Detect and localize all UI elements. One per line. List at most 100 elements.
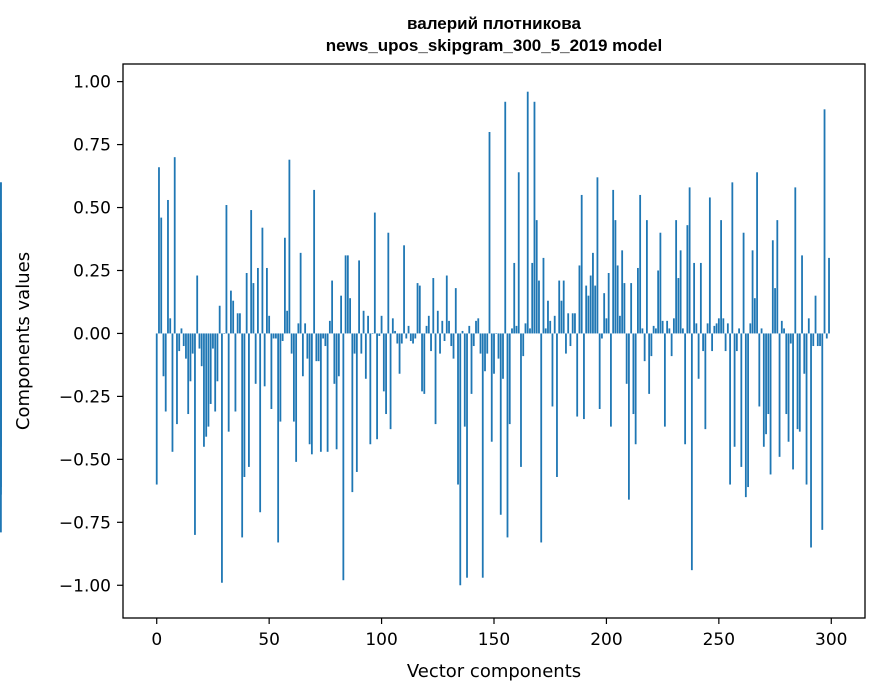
bar-106 (394, 330, 396, 334)
bar-60 (290, 333, 293, 354)
bar-73 (319, 333, 322, 452)
bar-71 (315, 333, 318, 362)
bar-112 (407, 325, 410, 334)
bar-204 (614, 220, 617, 334)
x-axis-label: Vector components (407, 661, 581, 682)
bar-262 (744, 333, 747, 498)
bar-298 (825, 333, 828, 339)
bar-87 (351, 333, 354, 493)
bar-0 (155, 333, 158, 485)
bar-246 (708, 197, 711, 334)
bar-undefined (0, 333, 2, 488)
bar-215 (639, 194, 642, 334)
bar-105 (391, 318, 394, 334)
bar-74 (322, 333, 325, 339)
bar-29 (221, 333, 223, 583)
bar-72 (317, 333, 320, 362)
bar-49 (266, 267, 268, 334)
bar-212 (632, 333, 635, 415)
bar-52 (272, 333, 275, 339)
x-tick-label: 0 (151, 630, 162, 650)
bar-186 (574, 313, 576, 334)
bar-245 (706, 323, 709, 334)
bar-192 (587, 295, 590, 334)
bar-39 (243, 333, 246, 477)
bar-270 (762, 333, 765, 447)
bar-231 (675, 220, 678, 334)
bar-299 (828, 257, 830, 334)
bar-70 (313, 189, 316, 334)
bar-179 (558, 280, 561, 334)
bar-195 (594, 285, 597, 334)
bar-7 (171, 333, 174, 452)
bar-120 (425, 325, 428, 334)
bar-44 (254, 333, 257, 384)
bar-177 (553, 315, 556, 334)
bar-21 (203, 333, 205, 447)
bar-269 (760, 328, 763, 334)
bar-134 (457, 333, 459, 485)
bar-119 (423, 333, 426, 394)
bar-201 (607, 273, 610, 334)
bar-80 (335, 333, 338, 450)
bar-163 (522, 333, 525, 357)
bar-243 (702, 333, 705, 352)
bar-46 (259, 333, 262, 513)
bar-28 (218, 305, 221, 334)
bar-210 (628, 333, 630, 500)
bar-99 (378, 333, 381, 336)
bar-183 (567, 313, 570, 334)
bar-156 (506, 333, 509, 538)
bar-190 (583, 333, 585, 420)
bar-294 (816, 333, 819, 347)
bar-143 (477, 318, 480, 334)
bar-265 (751, 250, 754, 334)
bar-51 (270, 333, 273, 409)
bar-166 (529, 328, 531, 334)
bar-6 (169, 318, 172, 334)
bar-36 (236, 313, 239, 334)
bar-13 (185, 333, 187, 359)
bar-31 (225, 205, 228, 334)
bar-234 (681, 328, 684, 334)
bar-255 (729, 333, 731, 485)
bar-175 (549, 320, 552, 334)
bar-174 (547, 300, 549, 334)
y-axis-label: Components values (13, 252, 34, 430)
bar-116 (416, 283, 419, 334)
bar-97 (373, 212, 376, 334)
bar-undefined (0, 182, 2, 334)
bar-129 (445, 275, 448, 334)
bar-121 (427, 315, 430, 334)
bar-291 (810, 333, 812, 548)
bar-275 (774, 288, 776, 334)
bar-61 (292, 333, 295, 422)
bar-90 (358, 260, 360, 334)
bar-169 (535, 220, 538, 334)
bar-284 (794, 187, 797, 334)
bar-279 (783, 328, 785, 334)
bar-135 (459, 333, 462, 586)
bar-117 (418, 285, 421, 334)
bar-38 (241, 333, 244, 538)
bar-213 (634, 333, 637, 445)
bar-216 (641, 328, 644, 334)
bar-259 (738, 328, 740, 334)
bar-164 (524, 323, 527, 334)
bar-232 (677, 278, 680, 334)
bar-91 (360, 333, 363, 354)
bar-4 (164, 333, 167, 412)
bar-287 (801, 255, 803, 334)
bar-253 (724, 333, 727, 352)
bar-125 (436, 310, 439, 334)
bar-41 (248, 333, 250, 467)
bar-109 (400, 333, 403, 344)
bar-283 (792, 333, 794, 470)
bar-113 (409, 333, 412, 341)
bar-57 (283, 237, 286, 334)
bar-123 (432, 278, 435, 334)
bar-114 (412, 333, 414, 344)
bar-118 (421, 333, 423, 392)
bar-83 (342, 333, 345, 581)
bar-92 (362, 310, 365, 334)
